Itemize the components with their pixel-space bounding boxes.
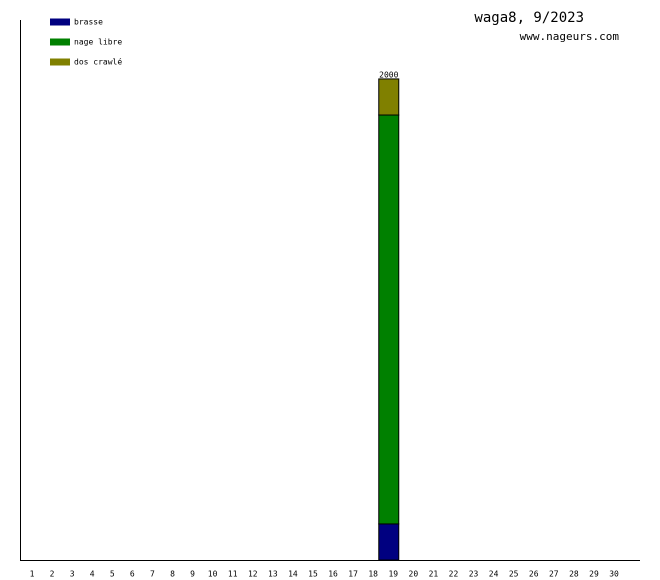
x-tick-label: 26 (529, 570, 539, 579)
x-tick-label: 23 (469, 570, 479, 579)
x-tick-label: 1 (30, 570, 35, 579)
chart-subtitle: www.nageurs.com (520, 30, 620, 43)
legend-label: dos crawlé (74, 57, 122, 67)
x-tick-label: 4 (90, 570, 95, 579)
bar-segment (378, 114, 400, 525)
x-tick-label: 27 (549, 570, 559, 579)
legend-swatch (50, 18, 70, 26)
x-tick-label: 17 (348, 570, 358, 579)
x-tick-label: 7 (150, 570, 155, 579)
x-tick-label: 12 (248, 570, 258, 579)
x-tick-label: 16 (328, 570, 338, 579)
total-label: 2000 (379, 70, 398, 79)
x-tick-label: 28 (569, 570, 579, 579)
legend-swatch (50, 38, 70, 46)
x-tick-label: 19 (388, 570, 398, 579)
x-tick-label: 15 (308, 570, 318, 579)
bar-segment (378, 523, 400, 561)
x-tick-label: 8 (170, 570, 175, 579)
x-tick-label: 21 (429, 570, 439, 579)
legend-label: brasse (74, 18, 103, 27)
legend-swatch (50, 58, 70, 66)
x-tick-label: 29 (589, 570, 599, 579)
x-tick-label: 3 (70, 570, 75, 579)
x-tick-label: 25 (509, 570, 519, 579)
x-tick-label: 24 (489, 570, 499, 579)
chart-title: waga8, 9/2023 (474, 10, 584, 26)
x-tick-label: 5 (110, 570, 115, 579)
x-tick-label: 22 (449, 570, 459, 579)
x-tick-label: 30 (609, 570, 619, 579)
x-tick-label: 14 (288, 570, 298, 579)
x-tick-label: 11 (228, 570, 238, 579)
x-tick-label: 18 (368, 570, 378, 579)
x-tick-label: 6 (130, 570, 135, 579)
x-tick-label: 10 (208, 570, 218, 579)
x-tick-label: 2 (50, 570, 55, 579)
x-tick-label: 9 (190, 570, 195, 579)
legend-label: nage libre (74, 38, 122, 47)
x-tick-label: 20 (409, 570, 419, 579)
x-tick-label: 13 (268, 570, 278, 579)
bar-segment (378, 78, 400, 116)
